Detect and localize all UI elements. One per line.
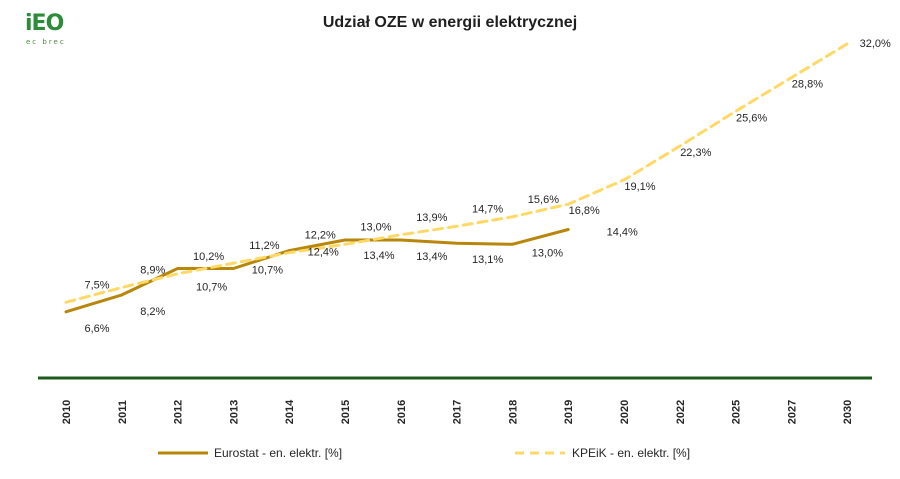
kpeik-data-label: 25,6% [736,112,767,124]
x-tick-label: 2022 [675,400,687,424]
eurostat-data-label: 14,4% [607,227,638,239]
x-tick-label: 2018 [507,400,519,424]
eurostat-data-label: 13,1% [472,254,503,266]
kpeik-data-label: 16,8% [569,205,600,217]
x-tick-label: 2015 [340,400,352,424]
eurostat-data-label: 12,4% [308,247,339,259]
x-tick-label: 2027 [786,400,798,424]
eurostat-data-label: 10,7% [252,265,283,277]
x-tick-label: 2013 [228,400,240,424]
eurostat-data-label: 13,0% [532,247,563,259]
kpeik-data-label: 14,7% [472,203,503,215]
eurostat-data-label: 6,6% [84,323,109,335]
kpeik-data-label: 15,6% [528,194,559,206]
ieo-logo: iEO ec brec [12,6,78,48]
x-tick-label: 2016 [396,400,408,424]
x-tick-label: 2030 [842,400,854,424]
kpeik-data-label: 13,9% [416,212,447,224]
kpeik-data-label: 8,9% [140,265,165,277]
kpeik-data-label: 22,3% [680,147,711,159]
kpeik-data-label: 28,8% [792,79,823,91]
legend-label-eurostat: Eurostat - en. elektr. [%] [214,446,342,460]
x-tick-label: 2020 [619,400,631,424]
eurostat-data-label: 8,2% [140,306,165,318]
kpeik-data-label: 12,2% [305,230,336,242]
x-tick-label: 2011 [117,400,129,424]
logo-text: iEO [25,11,64,36]
legend-label-kpeik: KPEiK - en. elektr. [%] [572,446,690,460]
x-tick-label: 2025 [731,400,743,424]
kpeik-data-label: 10,2% [193,251,224,263]
kpeik-data-label: 13,0% [360,221,391,233]
series-line-kpeik [64,42,849,304]
x-tick-label: 2017 [452,400,464,424]
kpeik-data-label: 19,1% [624,181,655,193]
kpeik-data-label: 32,0% [860,38,891,50]
logo-subtext: ec brec [26,38,66,46]
kpeik-data-label: 11,2% [249,240,280,252]
x-tick-label: 2014 [284,399,296,424]
eurostat-data-label: 13,4% [363,250,394,262]
kpeik-data-label: 7,5% [84,279,109,291]
x-tick-label: 2012 [173,400,185,424]
x-tick-label: 2019 [563,400,575,424]
x-tick-label: 2010 [61,400,73,424]
eurostat-data-label: 13,4% [416,251,447,263]
chart-title: Udział OZE w energii elektrycznej [322,14,578,31]
eurostat-data-label: 10,7% [196,282,227,294]
series-line-eurostat [64,228,570,314]
